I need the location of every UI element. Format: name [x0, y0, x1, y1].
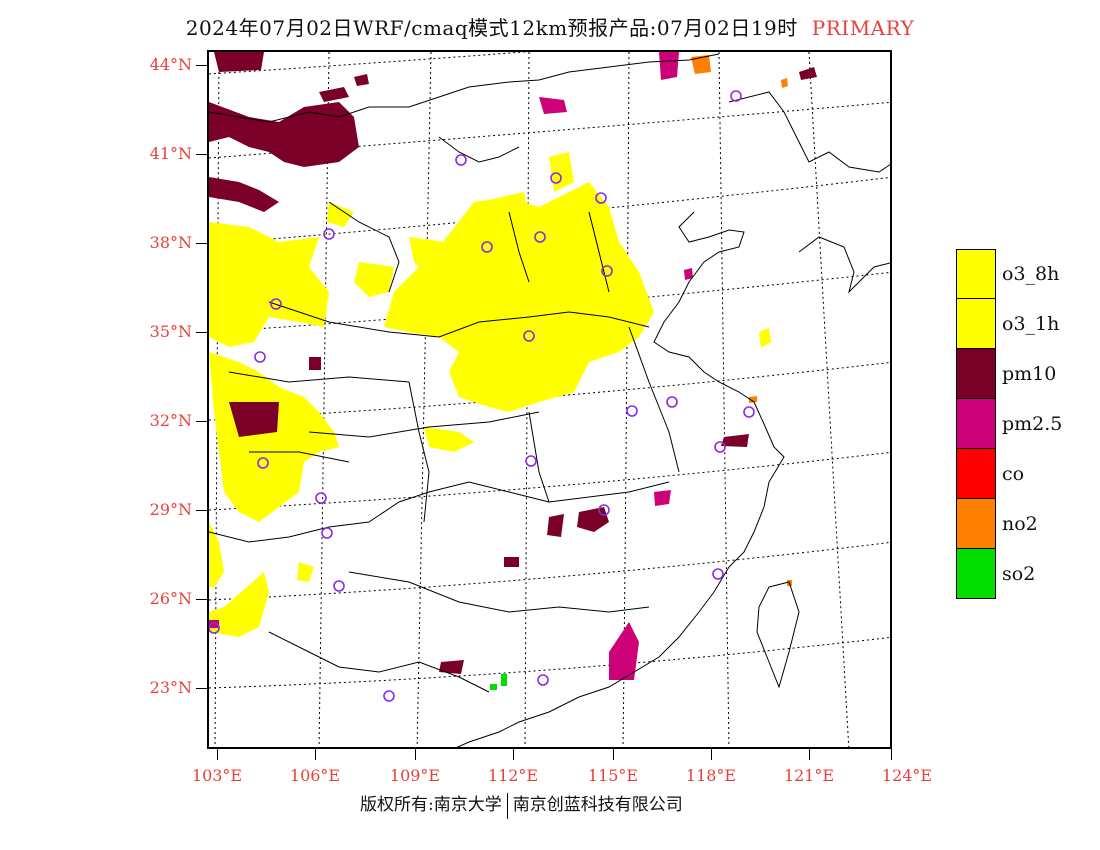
lon-label-115: 115°E	[587, 766, 639, 785]
boundaries	[209, 53, 890, 747]
legend-label: pm2.5	[1002, 413, 1063, 435]
legend-label: co	[1002, 463, 1025, 485]
footer: 版权所有:南京大学 南京创蓝科技有限公司	[360, 790, 683, 819]
lon-tick	[711, 749, 712, 760]
lat-tick	[196, 421, 207, 422]
lon-tick	[613, 749, 614, 760]
footer-divider	[506, 792, 508, 819]
lat-tick	[196, 332, 207, 333]
legend-swatch	[956, 399, 996, 449]
lat-label-35: 35°N	[149, 322, 192, 341]
lon-tick	[217, 749, 218, 760]
lat-tick	[196, 599, 207, 600]
lat-tick	[196, 688, 207, 689]
lon-label-106: 106°E	[289, 766, 341, 785]
primary-tag: PRIMARY	[811, 16, 915, 40]
so2-area	[490, 674, 507, 690]
legend-swatch	[956, 549, 996, 599]
lon-label-103: 103°E	[191, 766, 243, 785]
lat-label-44: 44°N	[149, 55, 192, 74]
lon-tick	[891, 749, 892, 760]
lat-tick	[196, 510, 207, 511]
lat-label-29: 29°N	[149, 500, 192, 519]
lat-label-38: 38°N	[149, 233, 192, 252]
lon-label-118: 118°E	[685, 766, 737, 785]
lon-label-124: 124°E	[881, 766, 933, 785]
lon-tick	[315, 749, 316, 760]
lat-tick	[196, 154, 207, 155]
lon-label-121: 121°E	[783, 766, 835, 785]
title-text: 2024年07月02日WRF/cmaq模式12km预报产品:07月02日19时	[185, 16, 798, 40]
legend-label: o3_8h	[1002, 263, 1060, 285]
legend-label: o3_1h	[1002, 313, 1060, 335]
lat-label-23: 23°N	[149, 678, 192, 697]
lon-label-109: 109°E	[389, 766, 441, 785]
copyright-text: 版权所有:南京大学	[360, 795, 502, 815]
lat-label-41: 41°N	[149, 144, 192, 163]
map-panel	[207, 50, 892, 749]
map-canvas	[209, 52, 890, 747]
lat-tick	[196, 65, 207, 66]
legend-swatch	[956, 299, 996, 349]
chart-title: 2024年07月02日WRF/cmaq模式12km预报产品:07月02日19时 P…	[0, 12, 1100, 41]
lon-tick	[415, 749, 416, 760]
o3-area	[209, 152, 771, 637]
company-text: 南京创蓝科技有限公司	[512, 795, 683, 815]
legend-label: pm10	[1002, 363, 1057, 385]
lon-tick	[513, 749, 514, 760]
legend-swatch	[956, 349, 996, 399]
pm25-area	[209, 52, 693, 680]
lat-label-26: 26°N	[149, 589, 192, 608]
legend-swatch	[956, 449, 996, 499]
no2-area	[691, 55, 792, 586]
legend-label: so2	[1002, 563, 1036, 585]
station-markers	[209, 90, 755, 702]
lat-label-32: 32°N	[149, 411, 192, 430]
lat-tick	[196, 243, 207, 244]
lon-tick	[809, 749, 810, 760]
lon-label-112: 112°E	[487, 766, 539, 785]
legend-swatch	[956, 249, 996, 299]
legend-swatch	[956, 499, 996, 549]
legend-label: no2	[1002, 513, 1038, 535]
